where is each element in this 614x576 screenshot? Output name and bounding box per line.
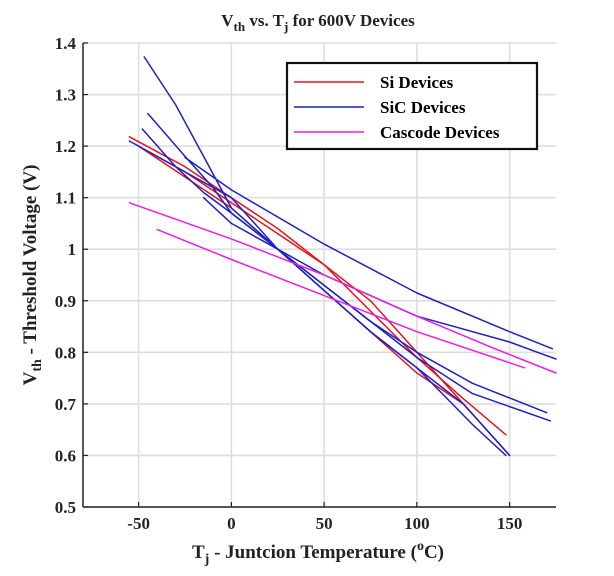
chart-title-part-3: j: [283, 19, 288, 34]
x-tick-label-1: 0: [227, 514, 236, 533]
series-lines: [128, 56, 557, 457]
legend-box: [285, 61, 539, 151]
y-axis-title-part-1: th: [30, 359, 45, 372]
x-axis-title-part-2: - Juntcion Temperature (: [209, 542, 417, 563]
chart-title-part-2: vs. T: [245, 11, 285, 30]
x-axis-title-part-0: T: [192, 542, 205, 563]
y-tick-label-7: 1.2: [55, 137, 76, 156]
y-tick-label-8: 1.3: [55, 86, 76, 105]
series-line-7: [184, 156, 554, 350]
y-tick-label-4: 0.9: [55, 292, 76, 311]
x-tick-label-3: 100: [404, 514, 430, 533]
x-axis-title-part-1: j: [204, 552, 210, 567]
y-tick-label-6: 1.1: [55, 189, 76, 208]
x-tick-label-0: -50: [127, 514, 150, 533]
x-axis-title-part-3: o: [417, 539, 424, 554]
y-tick-label-2: 0.7: [55, 395, 77, 414]
series-line-9: [128, 202, 557, 374]
series-line-10: [156, 228, 526, 369]
y-tick-label-9: 1.4: [55, 34, 77, 53]
x-tick-label-4: 150: [497, 514, 523, 533]
y-tick-label-5: 1: [68, 240, 77, 259]
chart-title: Vth vs. Tj for 600V Devices: [221, 11, 415, 34]
chart-title-part-0: V: [221, 11, 234, 30]
y-axis-title-part-2: - Threshold Voltage (V): [20, 165, 41, 360]
y-axis-title: Vth - Threshold Voltage (V): [20, 165, 45, 386]
tick-labels: -50 0 50 100 150 0.5 0.6 0.7 0.8 0.9 1 1.1 1.2 1.3 1.4: [55, 34, 523, 533]
series-line-0: [128, 136, 465, 405]
chart-title-part-4: for 600V Devices: [288, 11, 415, 30]
series-line-2: [147, 150, 507, 436]
legend-label-0: Si Devices: [380, 73, 454, 92]
y-tick-label-3: 0.8: [55, 343, 76, 362]
legend: Si Devices SiC Devices Cascode Devices: [285, 61, 539, 151]
x-axis-title-part-4: C): [424, 542, 444, 563]
y-tick-label-1: 0.6: [55, 446, 76, 465]
series-line-5: [141, 128, 507, 457]
legend-label-1: SiC Devices: [380, 98, 466, 117]
x-axis-title: Tj - Juntcion Temperature (oC): [192, 539, 444, 567]
series-line-6: [128, 140, 552, 422]
y-tick-label-0: 0.5: [55, 498, 76, 517]
chart-title-part-1: th: [234, 19, 246, 34]
legend-label-2: Cascode Devices: [380, 123, 500, 142]
axes: [82, 42, 556, 508]
y-axis-title-part-0: V: [20, 371, 41, 385]
x-tick-label-2: 50: [316, 514, 333, 533]
